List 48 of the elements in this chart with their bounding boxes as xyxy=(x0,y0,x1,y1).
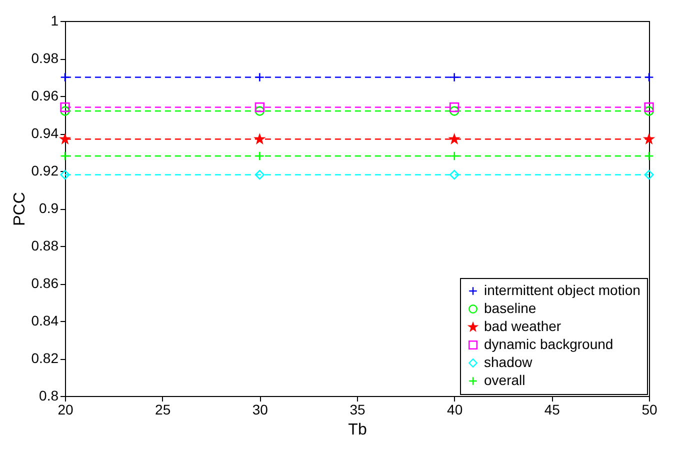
point xyxy=(254,102,264,112)
point xyxy=(450,170,460,180)
legend-label: dynamic background xyxy=(484,336,614,352)
legend-label: shadow xyxy=(484,354,534,370)
point xyxy=(450,134,460,144)
x-axis-title: Tb xyxy=(348,422,367,438)
y-tick-label: 0.9 xyxy=(39,200,59,216)
x-tick-label: 30 xyxy=(252,402,268,418)
x-tick-label: 50 xyxy=(642,402,658,418)
point xyxy=(60,72,70,82)
y-tick-label: 0.92 xyxy=(31,162,59,178)
point xyxy=(644,72,654,82)
point xyxy=(644,106,654,116)
y-tick-label: 0.96 xyxy=(31,88,59,104)
point xyxy=(644,102,654,112)
point xyxy=(60,106,70,116)
y-axis-title: PCC xyxy=(11,192,28,226)
y-tick-label: 0.86 xyxy=(31,275,59,291)
x-tick-label: 45 xyxy=(544,402,560,418)
legend-label: overall xyxy=(484,372,526,388)
point xyxy=(254,170,264,180)
y-tick-label: 0.82 xyxy=(31,350,59,366)
legend-label: baseline xyxy=(484,300,536,316)
point xyxy=(450,106,460,116)
point xyxy=(450,102,460,112)
y-tick-label: 0.8 xyxy=(39,388,59,404)
x-tick-label: 20 xyxy=(58,402,74,418)
point xyxy=(254,106,264,116)
point xyxy=(60,170,70,180)
point xyxy=(60,151,70,161)
point xyxy=(644,134,654,144)
point xyxy=(450,72,460,82)
y-tick-label: 0.84 xyxy=(31,312,59,328)
point xyxy=(254,134,264,144)
y-tick-label: 0.94 xyxy=(31,125,59,141)
point xyxy=(60,134,70,144)
legend-label: bad weather xyxy=(484,318,562,334)
point xyxy=(254,72,264,82)
point xyxy=(644,170,654,180)
y-tick-label: 0.88 xyxy=(31,238,59,254)
x-tick-label: 25 xyxy=(155,402,171,418)
x-tick-label: 40 xyxy=(447,402,463,418)
point xyxy=(644,151,654,161)
point xyxy=(60,102,70,112)
legend-label: intermittent object motion xyxy=(484,282,640,298)
y-tick-label: 1 xyxy=(50,12,59,28)
x-tick-label: 35 xyxy=(350,402,366,418)
y-tick-label: 0.98 xyxy=(31,50,59,66)
